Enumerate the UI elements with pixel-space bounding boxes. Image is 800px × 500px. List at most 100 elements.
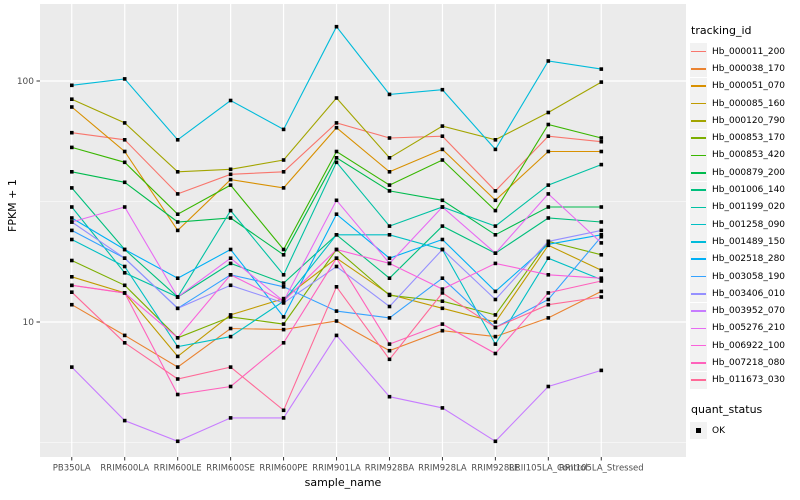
data-point: [387, 136, 392, 140]
legend-key-swatch: [690, 181, 707, 199]
data-point: [387, 394, 392, 399]
legend-item-Hb_005276_210: Hb_005276_210: [690, 319, 798, 337]
data-point: [175, 365, 180, 369]
legend-key-swatch: [690, 371, 707, 389]
data-point: [493, 320, 498, 324]
legend-item-label: Hb_001006_140: [712, 185, 786, 196]
data-point: [70, 105, 74, 109]
panel-background: [40, 4, 686, 457]
legend-item-Hb_003058_190: Hb_003058_190: [690, 268, 798, 285]
legend-item-Hb_001199_020: Hb_001199_020: [690, 198, 798, 216]
data-point: [175, 295, 180, 299]
data-point: [281, 299, 286, 303]
data-point: [281, 281, 286, 285]
data-point: [334, 247, 339, 252]
data-point: [281, 285, 286, 289]
legend-item-label: Hb_000120_790: [712, 115, 786, 126]
data-point: [334, 125, 339, 130]
legend-key-swatch: [690, 164, 707, 182]
data-point: [546, 316, 551, 320]
data-point: [387, 233, 392, 237]
data-point: [122, 333, 127, 338]
data-point: [546, 205, 551, 209]
legend-key-line: [691, 344, 706, 347]
data-point: [281, 158, 286, 162]
legend-key-swatch: [690, 250, 707, 268]
legend-key-swatch: [690, 43, 707, 61]
data-point: [546, 134, 551, 138]
data-point: [440, 134, 445, 138]
data-point: [334, 309, 339, 313]
legend-items: Hb_000011_200 Hb_000038_170 Hb_000051_070 H…: [690, 43, 798, 389]
data-point: [281, 170, 286, 174]
data-point: [440, 124, 445, 128]
data-point: [387, 316, 392, 320]
data-point: [387, 357, 392, 362]
legend-item-Hb_001006_140: Hb_001006_140: [690, 181, 798, 199]
data-point: [122, 291, 127, 295]
data-point: [599, 139, 604, 144]
data-point: [334, 333, 339, 338]
data-point: [228, 247, 233, 252]
data-point: [387, 276, 392, 280]
legend-item-label: Hb_003952_070: [712, 306, 786, 317]
data-point: [546, 273, 551, 277]
data-point: [440, 237, 445, 242]
data-point: [546, 302, 551, 307]
data-point: [493, 325, 498, 330]
data-point: [281, 327, 286, 332]
data-point: [599, 220, 604, 224]
data-point: [493, 297, 498, 302]
data-point: [440, 291, 445, 295]
data-point: [546, 192, 551, 196]
data-point: [387, 156, 392, 160]
data-point: [122, 121, 127, 125]
x-tick-label: RRIM901LA: [312, 464, 361, 474]
data-point: [387, 170, 392, 174]
data-point: [122, 180, 127, 185]
data-point: [175, 192, 180, 196]
data-point: [175, 336, 180, 340]
legend-item-Hb_001258_090: Hb_001258_090: [690, 216, 798, 234]
data-point: [493, 289, 498, 294]
data-point: [70, 290, 74, 294]
legend-key-swatch: [690, 112, 707, 130]
data-point: [599, 80, 604, 84]
legend-key-line: [691, 171, 706, 174]
quant-status-key-swatch: [690, 422, 707, 440]
x-tick-label: RRIM600PE: [259, 464, 307, 474]
data-point: [70, 145, 74, 150]
data-point: [387, 92, 392, 97]
legend-key-swatch: [690, 302, 707, 320]
quant-status-items: OK: [690, 422, 798, 440]
data-point: [175, 138, 180, 142]
legend-key-line: [691, 50, 706, 53]
data-point: [228, 365, 233, 369]
data-point: [599, 276, 604, 280]
data-point: [599, 233, 604, 237]
data-point: [122, 149, 127, 154]
legend-key-line: [691, 327, 706, 330]
data-point: [493, 138, 498, 142]
data-point: [440, 328, 445, 333]
data-point: [493, 313, 498, 317]
legend-title-tracking-id: tracking_id: [691, 24, 752, 37]
data-point: [122, 283, 127, 288]
legend-key-line: [691, 85, 706, 88]
legend-title-quant-status: quant_status: [691, 402, 763, 416]
legend-item-Hb_003952_070: Hb_003952_070: [690, 302, 798, 320]
data-point: [228, 313, 233, 317]
data-point: [599, 295, 604, 299]
data-point: [334, 233, 339, 237]
data-point: [440, 224, 445, 228]
data-point: [228, 98, 233, 103]
data-point: [70, 83, 74, 88]
legend-key-swatch: [690, 354, 707, 372]
data-point: [493, 224, 498, 228]
legend-item-Hb_003406_010: Hb_003406_010: [690, 285, 798, 303]
x-axis-title: sample_name: [304, 476, 382, 489]
legend-key-swatch: [690, 319, 707, 337]
data-point: [175, 392, 180, 397]
data-point: [546, 297, 551, 302]
legend-key-swatch: [690, 285, 707, 303]
